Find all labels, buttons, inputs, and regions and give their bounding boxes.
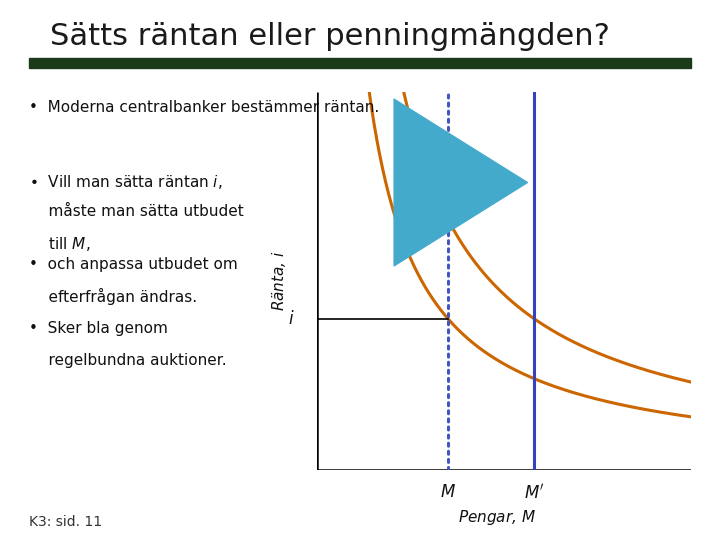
- Text: måste man sätta utbudet: måste man sätta utbudet: [29, 204, 243, 219]
- Text: K3: sid. 11: K3: sid. 11: [29, 515, 102, 529]
- Text: till $M$,: till $M$,: [29, 235, 90, 253]
- Text: •  Sker bla genom: • Sker bla genom: [29, 321, 168, 336]
- Text: Ränta, $i$: Ränta, $i$: [271, 251, 288, 311]
- Text: efterfrågan ändras.: efterfrågan ändras.: [29, 288, 197, 305]
- Text: •  Moderna centralbanker bestämmer räntan.: • Moderna centralbanker bestämmer räntan…: [29, 100, 379, 115]
- Text: Pengar, $M$: Pengar, $M$: [457, 508, 536, 526]
- Text: •  Vill man sätta räntan $i$,: • Vill man sätta räntan $i$,: [29, 173, 222, 191]
- Text: •  och anpassa utbudet om: • och anpassa utbudet om: [29, 256, 238, 272]
- Text: regelbundna auktioner.: regelbundna auktioner.: [29, 353, 226, 368]
- Text: $M$: $M$: [440, 483, 456, 501]
- Text: $M'$: $M'$: [523, 483, 544, 502]
- Text: Sätts räntan eller penningmängden?: Sätts räntan eller penningmängden?: [50, 22, 611, 51]
- Text: $i$: $i$: [288, 309, 294, 328]
